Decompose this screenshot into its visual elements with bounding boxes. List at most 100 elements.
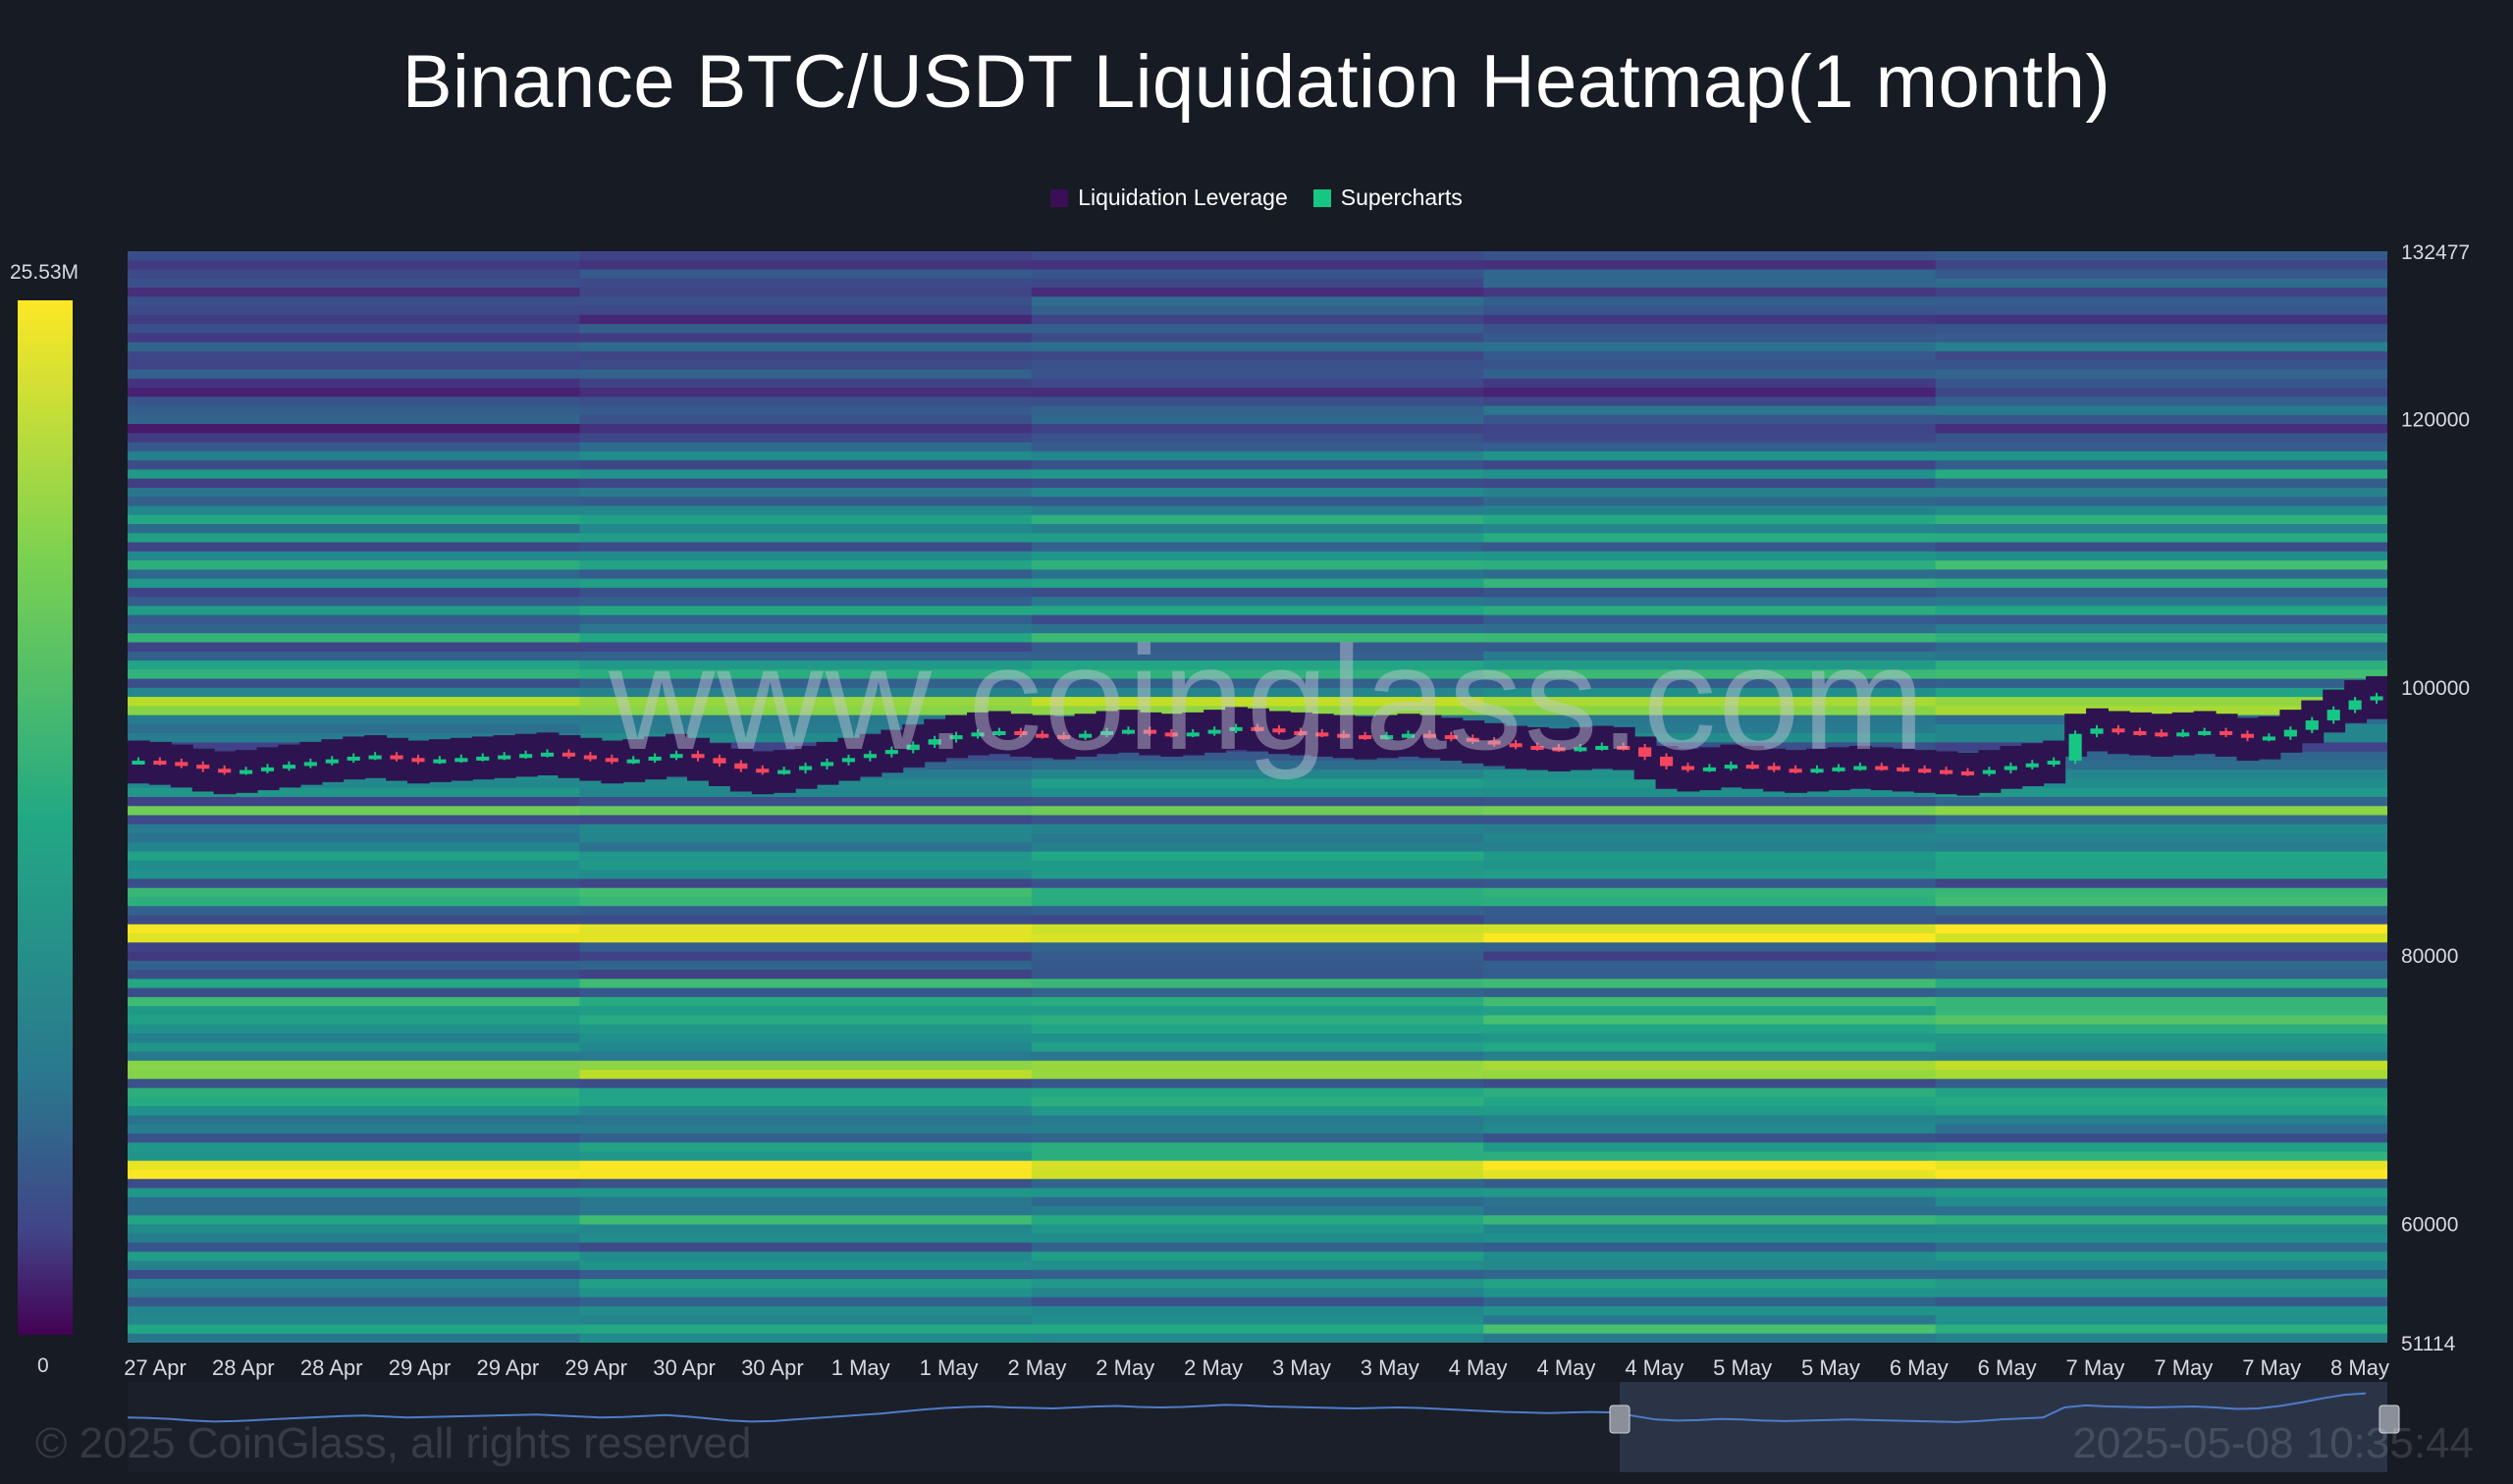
heatmap-cell [128,842,581,853]
heatmap-cell [128,669,581,680]
heatmap-cell [579,1079,1033,1089]
heatmap-cell [1483,915,1937,926]
heatmap-cell [1031,760,1485,770]
candle-body [303,762,317,767]
heatmap-cell [1483,1133,1937,1143]
heatmap-cell [1031,450,1485,461]
x-tick-label: 3 May [1361,1355,1419,1380]
heatmap-cell [128,1042,581,1053]
heatmap-cell [1031,1169,1485,1180]
heatmap-cell [1031,1042,1485,1053]
heatmap-cell [579,951,1033,962]
heatmap-cell [1935,924,2387,934]
heatmap-cell [1483,797,1937,807]
heatmap-cell [1935,787,2387,798]
heatmap-cell [1031,1124,1485,1135]
heatmap-cell [128,1279,581,1289]
heatmap-cell [1935,896,2387,907]
heatmap-cell [1935,760,2387,770]
heatmap-cell [1483,1096,1937,1107]
heatmap-cell [579,823,1033,834]
candle-body [799,766,813,770]
heatmap-cell [1483,942,1937,953]
x-tick-label: 2 May [1007,1355,1066,1380]
heatmap-cell [1483,896,1937,907]
heatmap-cell [128,587,581,598]
heatmap-cell [1031,469,1485,480]
candle-body [1294,730,1308,735]
heatmap-cell [579,851,1033,862]
heatmap-cell [1935,1297,2387,1307]
legend-item-liquidation-leverage[interactable]: Liquidation Leverage [1050,185,1288,211]
heatmap-cell [1935,1260,2387,1271]
candle-body [648,756,662,761]
heatmap-cell [579,1188,1033,1198]
heatmap-cell [1031,305,1485,316]
heatmap-cell [579,450,1033,461]
heatmap-cell [1935,851,2387,862]
legend-item-supercharts[interactable]: Supercharts [1312,185,1463,211]
heatmap-cell [579,414,1033,425]
y-axis: 132477 120000 100000 80000 60000 51114 [2401,241,2470,1355]
heatmap-cell [128,1115,581,1126]
heatmap-cell [1031,1333,1485,1343]
heatmap-cell [1935,1279,2387,1289]
candle-body [561,752,576,757]
x-tick-label: 4 May [1536,1355,1595,1380]
heatmap-cell [1483,633,1937,644]
candle-body [713,758,726,764]
heatmap-cell [128,924,581,934]
heatmap-cell [1483,560,1937,570]
candle-body [1099,730,1114,735]
navigator-handle-left[interactable] [1609,1404,1631,1434]
heatmap-cell [1031,1206,1485,1216]
candle-body [1982,769,1996,774]
heatmap-cell [128,1142,581,1152]
heatmap-cell [1031,288,1485,297]
x-tick-label: 8 May [2330,1355,2389,1380]
heatmap-cell [1483,342,1937,352]
heatmap-cell [1935,1251,2387,1262]
heatmap-cell [128,424,581,434]
heatmap-cell [1483,1124,1937,1135]
heatmap-cell [1483,469,1937,480]
heatmap-cell [579,1324,1033,1335]
candle-body [132,761,145,766]
heatmap-cell [1031,1324,1485,1335]
heatmap-cell [1031,269,1485,280]
heatmap-cell [128,1305,581,1316]
heatmap-cell [579,1251,1033,1262]
heatmap-cell [1483,1115,1937,1126]
heatmap-cell [1031,1133,1485,1143]
candle-body [2176,732,2190,737]
heatmap-cell [128,350,581,361]
y-tick-label: 132477 [2401,241,2470,264]
heatmap-cell [128,1251,581,1262]
heatmap-cell [579,715,1033,725]
heatmap-cell [1483,1224,1937,1235]
heatmap-cell [128,706,581,716]
heatmap-cell [579,397,1033,407]
heatmap-cell [1935,1033,2387,1043]
heatmap-cell [1031,533,1485,544]
candle-body [1530,746,1544,751]
navigator-selection[interactable] [1620,1382,2387,1472]
candle-body [2348,700,2362,711]
heatmap-cell [1031,424,1485,434]
heatmap-cell [128,933,581,943]
heatmap-cell [128,806,581,817]
navigator[interactable] [127,1382,2400,1472]
navigator-handle-right[interactable] [2379,1404,2400,1434]
heatmap-cell [1483,1042,1937,1053]
heatmap-cell [1031,970,1485,980]
heatmap-cell [1483,733,1937,743]
heatmap-cell [1935,1142,2387,1152]
heatmap-cell [1935,1096,2387,1107]
heatmap-cell [128,1106,581,1116]
heatmap-cell [1935,633,2387,644]
heatmap-cell [128,1188,581,1198]
candle-body [347,756,360,761]
heatmap-cell [1031,1006,1485,1016]
heatmap-cell [128,497,581,507]
